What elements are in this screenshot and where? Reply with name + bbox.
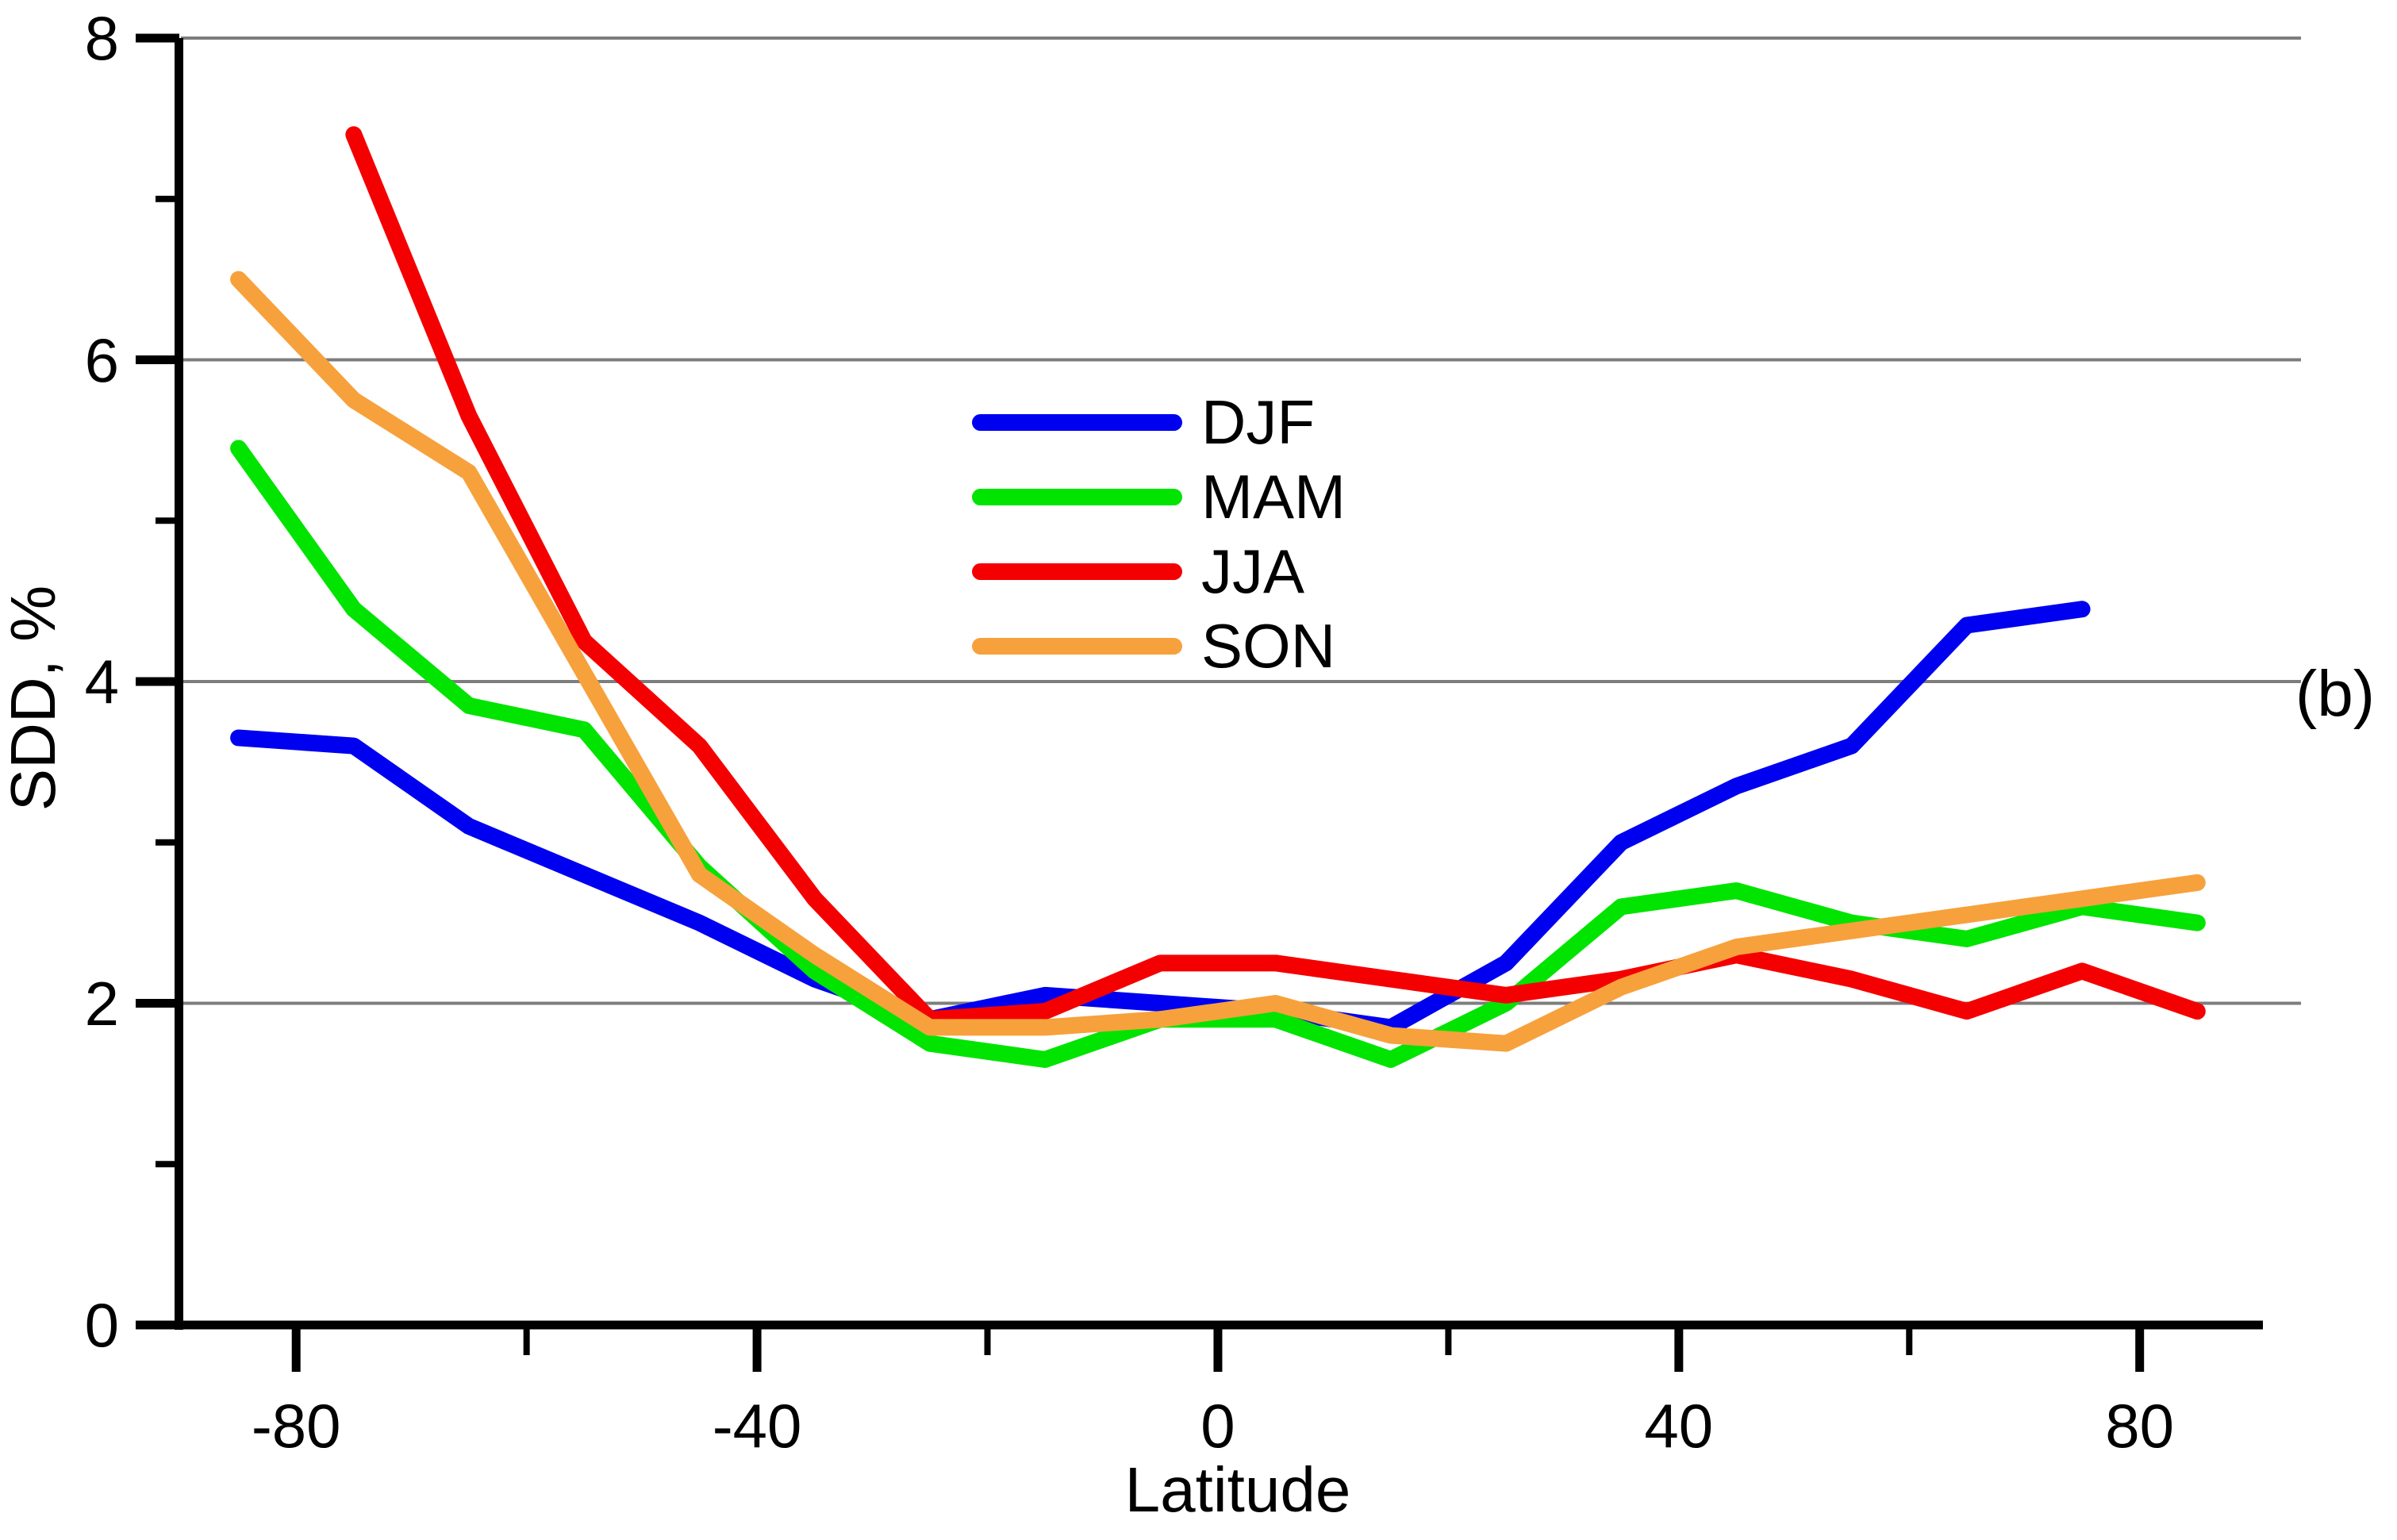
y-tick-label-8: 8 [84,3,119,73]
y-tick-label-0: 0 [84,1290,119,1360]
legend-label-djf: DJF [1201,387,1315,457]
x-tick-label-0: 0 [1200,1391,1235,1461]
series-line-djf [230,601,2091,1036]
panel-label: (b) [2295,658,2376,730]
legend-label-son: SON [1201,611,1336,681]
mam-line-swatch [972,488,1182,505]
series-line-jja [345,126,2206,1028]
djf-line-swatch [972,413,1182,431]
y-tick-label-6: 6 [84,325,119,395]
jja-line-swatch [972,563,1182,580]
son-line-swatch [972,637,1182,655]
y-axis-title: SDD, % [0,585,68,812]
y-tick-label-4: 4 [84,647,119,716]
x-axis-title: Latitude [1124,1454,1351,1525]
y-tick-label-2: 2 [84,968,119,1039]
x-tick-label-40: 40 [1644,1391,1714,1461]
legend-item-son: SON [972,609,1346,683]
legend-label-jja: JJA [1201,536,1305,606]
legend-item-jja: JJA [972,534,1346,609]
legend: DJF MAM JJA SON [972,385,1346,683]
x-tick-label--80: -80 [251,1391,341,1461]
x-tick-label--40: -40 [712,1391,802,1461]
x-tick-label-80: 80 [2105,1391,2175,1461]
legend-label-mam: MAM [1201,462,1346,532]
legend-item-djf: DJF [972,385,1346,459]
legend-item-mam: MAM [972,459,1346,534]
series-line-son [230,271,2206,1052]
